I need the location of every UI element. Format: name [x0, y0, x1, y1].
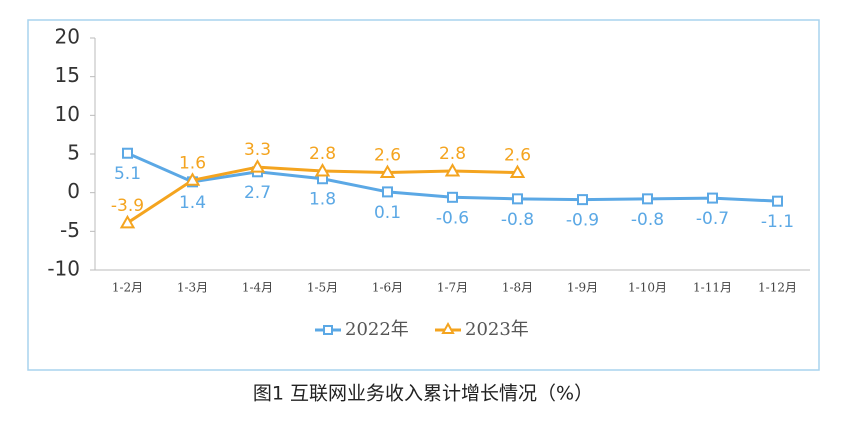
point-marker	[184, 172, 201, 186]
point-marker	[447, 191, 458, 203]
point-marker	[314, 162, 331, 177]
x-tick-label: 1-9月	[567, 281, 598, 295]
data-label: 3.3	[244, 140, 271, 160]
x-tick-label: 1-2月	[112, 281, 143, 295]
data-label: -0.9	[566, 211, 599, 231]
x-tick-label: 1-11月	[693, 281, 732, 295]
point-marker	[707, 192, 718, 204]
y-tick-label: 0	[67, 179, 80, 203]
data-label: -0.8	[631, 210, 664, 230]
point-marker	[444, 162, 461, 177]
data-label: 1.8	[309, 190, 336, 210]
x-tick-label: 1-8月	[502, 281, 533, 295]
y-tick-label: 10	[55, 102, 80, 126]
y-tick-label: -10	[47, 257, 80, 281]
point-marker	[577, 194, 588, 206]
x-tick-label: 1-3月	[177, 281, 208, 295]
data-label: 2.8	[439, 144, 466, 164]
chart-title: 图1 互联网业务收入累计增长情况（%）	[253, 383, 593, 405]
data-label: 1.6	[179, 153, 206, 173]
point-marker	[119, 214, 136, 229]
y-tick-label: 5	[67, 141, 80, 165]
data-label: 2.6	[374, 146, 401, 166]
x-tick-label: 1-12月	[758, 281, 797, 295]
x-tick-label: 1-10月	[628, 281, 667, 295]
point-marker	[512, 193, 523, 205]
legend-label: 2022年	[345, 319, 409, 340]
data-label: 2.8	[309, 144, 336, 164]
point-marker	[379, 164, 396, 179]
data-label: 1.4	[179, 193, 206, 213]
y-tick-label: -5	[60, 218, 80, 242]
legend-marker	[323, 325, 333, 335]
y-tick-label: 15	[55, 63, 80, 87]
x-tick-label: 1-7月	[437, 281, 468, 295]
point-marker	[772, 195, 783, 207]
x-tick-label: 1-4月	[242, 281, 273, 295]
data-label: 0.1	[374, 203, 401, 223]
point-marker	[642, 193, 653, 205]
legend-marker	[441, 321, 455, 334]
data-label: -1.1	[761, 212, 794, 232]
data-label: 2.7	[244, 183, 271, 203]
data-label: -0.8	[501, 210, 534, 230]
point-marker	[382, 186, 393, 198]
point-marker	[122, 147, 133, 159]
y-tick-label: 20	[55, 25, 80, 49]
data-label: 5.1	[114, 164, 141, 184]
data-label: 2.6	[504, 146, 531, 166]
x-tick-label: 1-5月	[307, 281, 338, 295]
data-label: -0.7	[696, 209, 729, 229]
x-tick-label: 1-6月	[372, 281, 403, 295]
legend-label: 2023年	[465, 319, 529, 340]
data-label: -0.6	[436, 208, 469, 228]
chart-frame	[27, 19, 820, 371]
point-marker	[249, 159, 266, 173]
data-label: -3.9	[111, 196, 144, 216]
point-marker	[509, 164, 526, 179]
